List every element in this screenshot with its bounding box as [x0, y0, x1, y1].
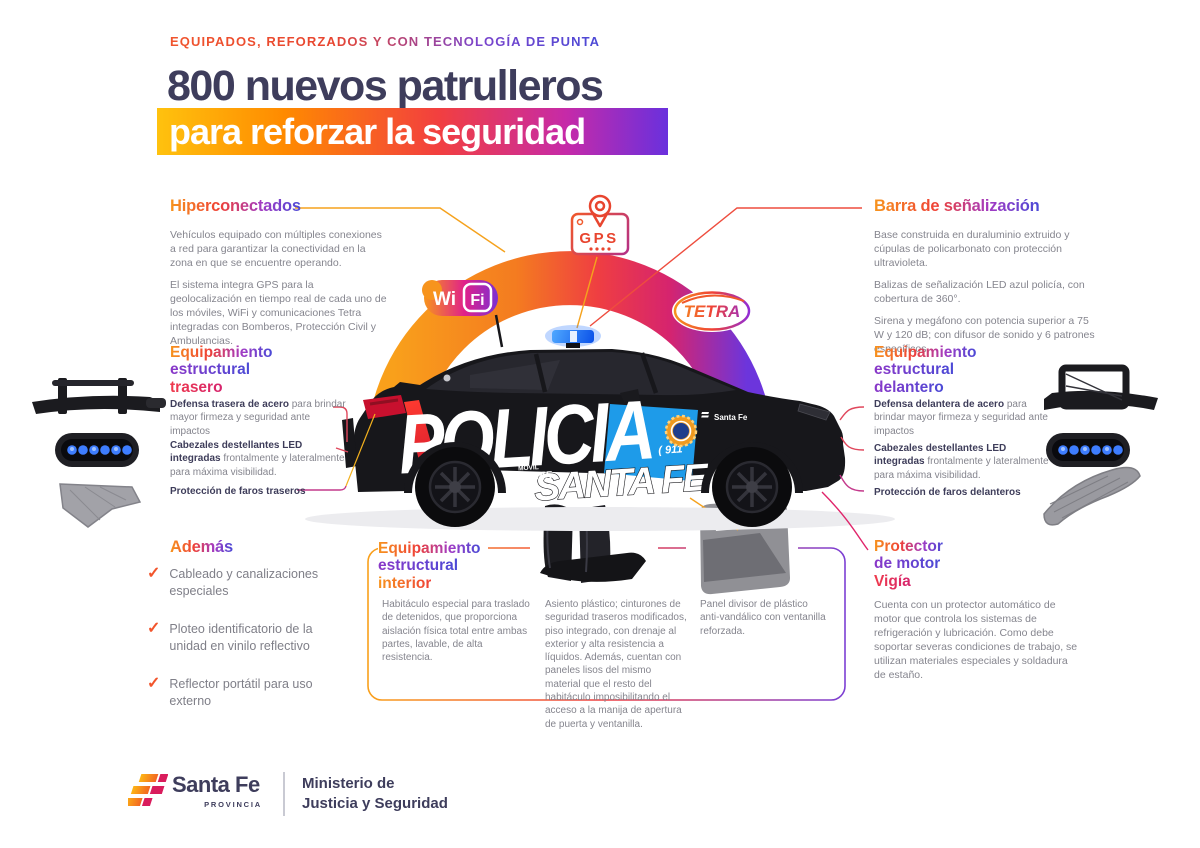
rear-light-protector-image	[59, 483, 142, 528]
delantero-title: Equipamiento estructural delantero	[874, 344, 977, 396]
trasero-item-2: Cabezales destellantes LED integradas fr…	[170, 440, 345, 478]
section-delantero: Equipamiento estructural delantero	[874, 344, 1064, 396]
police-car: POLICIA SANTA FE MÓVIL 12345 ( 911	[305, 314, 895, 531]
interior-title: Equipamiento estructural interior	[378, 538, 489, 596]
tetra-badge: TETRA	[672, 290, 752, 332]
emergency-911-text: ( 911	[658, 443, 683, 456]
interior-col1: Habitáculo especial para traslado de det…	[382, 599, 530, 664]
trasero-item-3: Protección de faros traseros	[170, 486, 306, 497]
section-trasero: Equipamiento estructural trasero	[170, 344, 360, 396]
check-icon: ✓	[147, 565, 161, 582]
gps-connector	[576, 256, 598, 329]
antenna	[494, 314, 504, 348]
movil-number: 12345	[518, 468, 552, 484]
barra-p2: Balizas de señalización LED azul policía…	[874, 279, 1085, 306]
led-strobe-right-image	[1046, 433, 1130, 467]
ademas-item-2: ✓ Ploteo identificatorio de la unidad en…	[147, 620, 313, 653]
santafe-logo-icon	[128, 772, 168, 814]
ademas-item-3: ✓ Reflector portátil para uso externo	[147, 675, 313, 708]
car-shadow	[305, 507, 895, 531]
headlight-mesh-protector-image	[1043, 466, 1141, 526]
tetra-label: TETRA	[684, 302, 741, 321]
section-hiperconectados: Hiperconectados Vehículos equipado con m…	[170, 197, 388, 357]
front-wheel	[712, 447, 792, 527]
interior-col3: Panel divisor de plástico anti-vandálico…	[700, 599, 826, 637]
check-icon: ✓	[147, 620, 161, 637]
title-banner: para reforzar la seguridad	[157, 108, 668, 155]
barra-connector	[589, 207, 862, 327]
front-bumper-guard-image	[1044, 364, 1158, 410]
side-mirror	[620, 389, 640, 402]
vigia-title: Protector de motor Vigía	[874, 538, 943, 590]
headlight	[797, 403, 831, 421]
rear-guard-blade	[342, 418, 357, 468]
hiperconectados-p2: El sistema integra GPS para la geolocali…	[170, 279, 387, 348]
gps-label: GPS	[579, 230, 618, 247]
footer-divider	[283, 772, 285, 816]
connector-lines-left	[297, 406, 376, 491]
barra-p3: Sirena y megáfono con potencia superior …	[874, 315, 1095, 355]
fender-brand-text: Santa Fe	[714, 413, 748, 422]
delantero-item-2: Cabezales destellantes LED integradas fr…	[874, 443, 1049, 481]
footer-province: PROVINCIA	[204, 800, 262, 809]
wifi-wi-label: Wi	[433, 289, 456, 310]
fuel-cap	[443, 374, 451, 382]
check-icon: ✓	[147, 675, 161, 692]
trasero-item-1: Defensa trasera de acero para brindar ma…	[170, 399, 346, 437]
barra-title: Barra de señalización	[874, 197, 1040, 215]
footer-ministry: Ministerio de Justicia y Seguridad	[302, 775, 448, 812]
gps-icon: GPS	[570, 194, 630, 256]
vigia-text: Cuenta con un protector automático de mo…	[874, 599, 1078, 682]
connector-lines-right	[821, 406, 869, 551]
vigia-connector	[821, 491, 869, 551]
fender-brand: Santa Fe	[701, 412, 748, 422]
connector-lines-top	[295, 207, 862, 329]
barra-p1: Base construida en duraluminio extruido …	[874, 229, 1070, 270]
kicker: EQUIPADOS, REFORZADOS Y CON TECNOLOGÍA D…	[170, 34, 601, 49]
hiperconectados-p1: Vehículos equipado con múltiples conexio…	[170, 229, 382, 270]
wifi-fi-label: Fi	[470, 292, 484, 309]
led-strobe-left-image	[55, 433, 139, 467]
rear-bumper-guard-image	[32, 378, 166, 414]
page-title: 800 nuevos patrulleros	[167, 62, 604, 110]
ademas-title: Además	[170, 538, 233, 556]
ademas-item-1: ✓ Cableado y canalizaciones especiales	[147, 565, 319, 598]
connectivity-arch	[366, 251, 774, 472]
trasero-title: Equipamiento estructural trasero	[170, 344, 273, 396]
hiperconectados-title: Hiperconectados	[170, 197, 301, 215]
hiperconectados-connector	[295, 207, 506, 253]
interior-col2: Asiento plástico; cinturones de segurida…	[545, 599, 687, 730]
wifi-badge: Wi Fi	[422, 280, 498, 316]
movil-label: MÓVIL	[518, 462, 539, 472]
rear-wheel	[415, 447, 495, 527]
lightbar	[545, 325, 601, 348]
footer-brand: Santa Fe	[172, 772, 260, 797]
santafe-text: SANTA FE	[533, 457, 711, 510]
delantero-item-3: Protección de faros delanteros	[874, 487, 1021, 498]
section-barra: Barra de señalización Base construida en…	[874, 197, 1096, 365]
delantero-item-1: Defensa delantera de acero para brindar …	[874, 399, 1048, 437]
police-badge-icon	[664, 414, 698, 448]
